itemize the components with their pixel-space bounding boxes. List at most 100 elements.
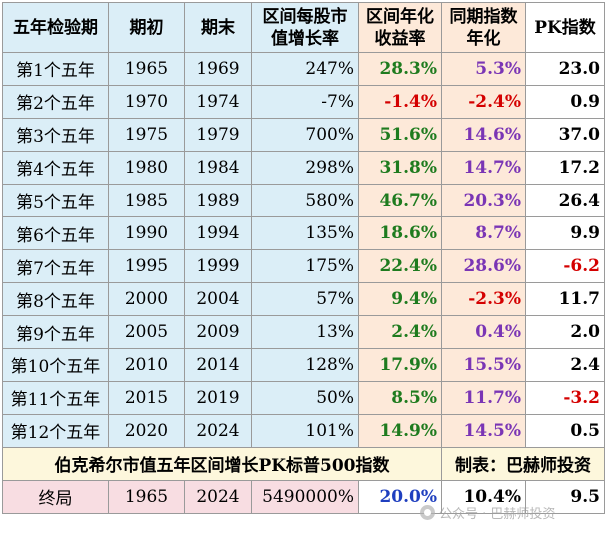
final-pk-index: 9.5 xyxy=(525,479,605,514)
row-start-year: 2000 xyxy=(108,282,185,317)
row-pk-index: 2.4 xyxy=(525,348,605,382)
watermark: 公众号 · 巴赫师投资 xyxy=(420,503,555,522)
row-period: 第9个五年 xyxy=(2,315,109,350)
final-index-annualized: 10.4% xyxy=(441,479,526,514)
row-annualized-return: 18.6% xyxy=(358,216,442,251)
row-end-year: 1994 xyxy=(184,216,252,251)
table-row: 第3个五年 1975 1979 700% 51.6% 14.6% 37.0 xyxy=(2,117,605,152)
row-index-annualized: 11.7% xyxy=(441,380,526,415)
row-index-annualized: 14.6% xyxy=(441,117,526,152)
row-pk-index: -6.2 xyxy=(525,249,605,284)
row-index-annualized: 15.5% xyxy=(441,348,526,382)
row-period: 第5个五年 xyxy=(2,183,109,218)
row-annualized-return: 9.4% xyxy=(358,282,442,317)
row-period: 第1个五年 xyxy=(2,52,109,86)
table-row: 第10个五年 2010 2014 128% 17.9% 15.5% 2.4 xyxy=(2,348,605,382)
row-annualized-return: 2.4% xyxy=(358,315,442,350)
header-annualized-return: 区间年化收益率 xyxy=(358,2,442,53)
row-pk-index: 37.0 xyxy=(525,117,605,152)
row-market-cap-growth: -7% xyxy=(251,84,359,119)
row-period: 第2个五年 xyxy=(2,84,109,119)
table-row: 第9个五年 2005 2009 13% 2.4% 0.4% 2.0 xyxy=(2,315,605,350)
row-annualized-return: -1.4% xyxy=(358,84,442,119)
row-end-year: 1974 xyxy=(184,84,252,119)
table-row: 第11个五年 2015 2019 50% 8.5% 11.7% -3.2 xyxy=(2,380,605,415)
table-row: 第5个五年 1985 1989 580% 46.7% 20.3% 26.4 xyxy=(2,183,605,218)
row-annualized-return: 17.9% xyxy=(358,348,442,382)
row-end-year: 1989 xyxy=(184,183,252,218)
row-period: 第3个五年 xyxy=(2,117,109,152)
row-start-year: 2005 xyxy=(108,315,185,350)
table-body: 第1个五年 1965 1969 247% 28.3% 5.3% 23.0 第2个五年 1970 1… xyxy=(2,52,605,448)
row-index-annualized: -2.4% xyxy=(441,84,526,119)
row-market-cap-growth: 580% xyxy=(251,183,359,218)
row-start-year: 2010 xyxy=(108,348,185,382)
row-start-year: 1990 xyxy=(108,216,185,251)
row-period: 第10个五年 xyxy=(2,348,109,382)
row-start-year: 2015 xyxy=(108,380,185,415)
row-pk-index: 26.4 xyxy=(525,183,605,218)
row-start-year: 1975 xyxy=(108,117,185,152)
row-pk-index: 0.5 xyxy=(525,413,605,448)
row-end-year: 2009 xyxy=(184,315,252,350)
row-start-year: 1985 xyxy=(108,183,185,218)
row-pk-index: 0.9 xyxy=(525,84,605,119)
row-index-annualized: 14.5% xyxy=(441,413,526,448)
row-end-year: 2014 xyxy=(184,348,252,382)
wechat-icon xyxy=(420,505,435,520)
row-end-year: 1999 xyxy=(184,249,252,284)
row-start-year: 1970 xyxy=(108,84,185,119)
row-market-cap-growth: 128% xyxy=(251,348,359,382)
row-period: 第4个五年 xyxy=(2,150,109,185)
row-market-cap-growth: 135% xyxy=(251,216,359,251)
row-index-annualized: 8.7% xyxy=(441,216,526,251)
header-period: 五年检验期 xyxy=(2,2,109,53)
table-caption: 伯克希尔市值五年区间增长PK标普500指数 xyxy=(2,446,442,481)
caption-row: 伯克希尔市值五年区间增长PK标普500指数 制表：巴赫师投资 xyxy=(2,446,605,481)
header-start: 期初 xyxy=(108,2,185,53)
header-row: 五年检验期 期初 期末 区间每股市值增长率 区间年化收益率 同期指数年化 PK指… xyxy=(2,2,605,53)
row-period: 第7个五年 xyxy=(2,249,109,284)
row-market-cap-growth: 50% xyxy=(251,380,359,415)
final-end: 2024 xyxy=(184,479,252,514)
row-market-cap-growth: 700% xyxy=(251,117,359,152)
row-market-cap-growth: 101% xyxy=(251,413,359,448)
row-end-year: 2024 xyxy=(184,413,252,448)
table-row: 第6个五年 1990 1994 135% 18.6% 8.7% 9.9 xyxy=(2,216,605,251)
row-annualized-return: 22.4% xyxy=(358,249,442,284)
row-market-cap-growth: 175% xyxy=(251,249,359,284)
row-annualized-return: 14.9% xyxy=(358,413,442,448)
row-pk-index: 11.7 xyxy=(525,282,605,317)
row-pk-index: -3.2 xyxy=(525,380,605,415)
table-row: 第2个五年 1970 1974 -7% -1.4% -2.4% 0.9 xyxy=(2,84,605,119)
berkshire-five-year-table: 五年检验期 期初 期末 区间每股市值增长率 区间年化收益率 同期指数年化 PK指… xyxy=(2,2,605,514)
row-period: 第12个五年 xyxy=(2,413,109,448)
header-market-cap-growth: 区间每股市值增长率 xyxy=(251,2,359,53)
table-row: 第1个五年 1965 1969 247% 28.3% 5.3% 23.0 xyxy=(2,52,605,86)
row-period: 第8个五年 xyxy=(2,282,109,317)
row-index-annualized: -2.3% xyxy=(441,282,526,317)
row-index-annualized: 28.6% xyxy=(441,249,526,284)
final-label: 终局 xyxy=(2,479,109,514)
row-end-year: 2019 xyxy=(184,380,252,415)
row-index-annualized: 0.4% xyxy=(441,315,526,350)
table-credit: 制表：巴赫师投资 xyxy=(441,446,605,481)
header-end: 期末 xyxy=(184,2,252,53)
table-row: 第4个五年 1980 1984 298% 31.8% 14.7% 17.2 xyxy=(2,150,605,185)
row-annualized-return: 8.5% xyxy=(358,380,442,415)
row-market-cap-growth: 298% xyxy=(251,150,359,185)
row-market-cap-growth: 57% xyxy=(251,282,359,317)
row-index-annualized: 5.3% xyxy=(441,52,526,86)
header-pk-index: PK指数 xyxy=(525,2,605,53)
row-index-annualized: 20.3% xyxy=(441,183,526,218)
row-index-annualized: 14.7% xyxy=(441,150,526,185)
row-annualized-return: 51.6% xyxy=(358,117,442,152)
row-pk-index: 2.0 xyxy=(525,315,605,350)
row-end-year: 1969 xyxy=(184,52,252,86)
row-annualized-return: 31.8% xyxy=(358,150,442,185)
final-market-cap-growth: 5490000% xyxy=(251,479,359,514)
row-end-year: 1984 xyxy=(184,150,252,185)
watermark-text: 公众号 · 巴赫师投资 xyxy=(439,507,556,522)
row-start-year: 1995 xyxy=(108,249,185,284)
row-start-year: 1980 xyxy=(108,150,185,185)
